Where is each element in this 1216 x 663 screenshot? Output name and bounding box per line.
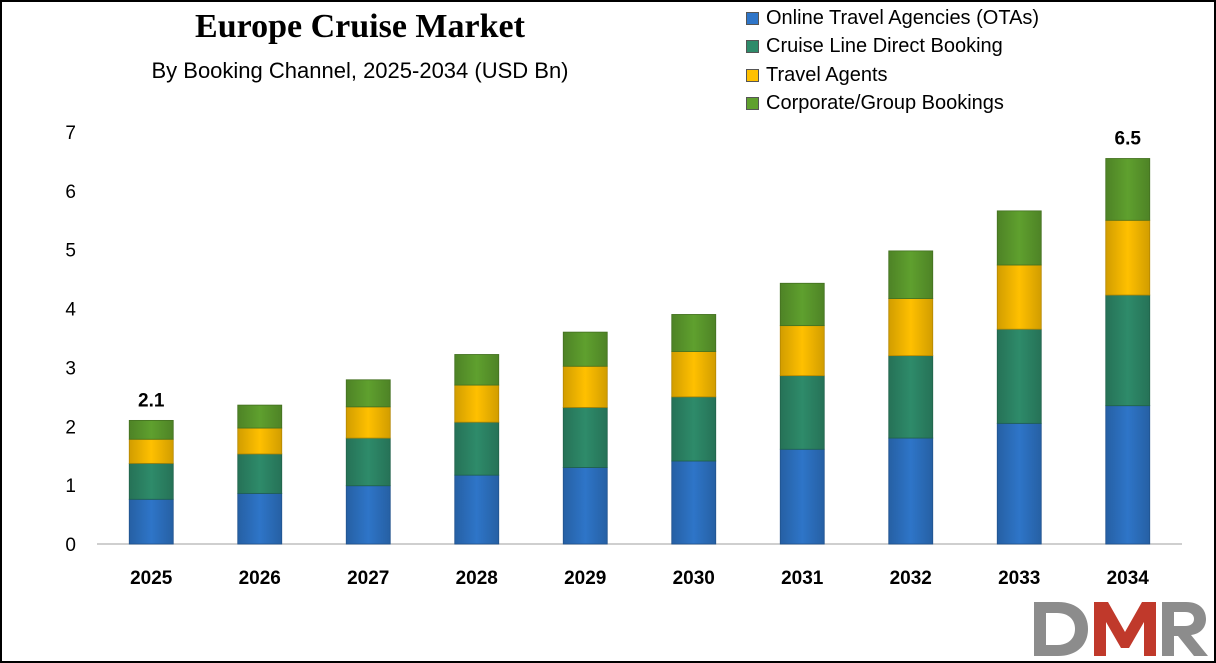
legend-item-otas: Online Travel Agencies (OTAs)	[746, 4, 1039, 33]
bar-segment	[345, 379, 391, 408]
bar-segment	[562, 365, 608, 408]
legend-label-corporate-group: Corporate/Group Bookings	[766, 92, 1004, 115]
bar-segment	[128, 419, 174, 440]
bar-segment	[888, 250, 934, 299]
bar-segment	[671, 314, 717, 352]
x-tick-label: 2033	[998, 568, 1040, 589]
chart-title: Europe Cruise Market	[195, 8, 525, 45]
x-tick-label: 2025	[130, 568, 173, 589]
bar-segment	[562, 407, 608, 468]
y-tick-label: 2	[65, 417, 76, 438]
legend-label-cruise-line-direct: Cruise Line Direct Booking	[766, 35, 1003, 58]
bar-segment	[671, 396, 717, 462]
y-tick-label: 7	[65, 123, 76, 144]
bar-segment	[888, 437, 934, 545]
bar-segment	[454, 474, 500, 545]
legend-label-otas: Online Travel Agencies (OTAs)	[766, 6, 1040, 29]
bar-segment	[562, 331, 608, 367]
bar-segment	[779, 375, 825, 450]
legend-label-travel-agents: Travel Agents	[766, 63, 888, 86]
bar-segment	[237, 427, 283, 455]
bar-segment	[996, 422, 1042, 545]
bar-segment	[996, 210, 1042, 266]
bar-segment	[779, 448, 825, 545]
bar-segment	[888, 298, 934, 357]
legend-item-corporate-group: Corporate/Group Bookings	[746, 90, 1039, 119]
legend-item-cruise-line-direct: Cruise Line Direct Booking	[746, 33, 1039, 62]
x-tick-label: 2034	[1107, 568, 1150, 589]
logo-letter-m	[1094, 602, 1156, 656]
logo-letter-r	[1162, 602, 1208, 656]
legend-swatch-corporate-group	[746, 97, 759, 111]
bar-segment	[996, 328, 1042, 424]
bar-segment	[128, 438, 174, 464]
bar-segment	[454, 421, 500, 476]
dmr-logo	[1034, 602, 1208, 656]
y-tick-label: 6	[65, 182, 76, 203]
bar-segment	[996, 264, 1042, 330]
chart-legend: Online Travel Agencies (OTAs) Cruise Lin…	[746, 4, 1039, 118]
x-tick-label: 2028	[456, 568, 498, 589]
x-tick-label: 2031	[781, 568, 824, 589]
y-tick-label: 1	[65, 476, 76, 497]
bar-segment	[237, 404, 283, 429]
x-tick-label: 2030	[673, 568, 715, 589]
data-label: 2.1	[138, 390, 165, 411]
bar-segment	[779, 325, 825, 377]
bar-segment	[671, 460, 717, 545]
bar-segment	[454, 384, 500, 423]
bar-segment	[1105, 158, 1151, 221]
y-tick-label: 5	[65, 241, 76, 262]
y-tick-label: 4	[65, 300, 76, 321]
bar-segment	[779, 282, 825, 327]
bar-segment	[1105, 405, 1151, 545]
bar-segment	[345, 485, 391, 545]
legend-swatch-cruise-line-direct	[746, 40, 759, 54]
bar-segment	[345, 437, 391, 487]
bar-segment	[345, 406, 391, 439]
x-tick-label: 2029	[564, 568, 606, 589]
logo-letter-d	[1034, 602, 1088, 656]
bar-segment	[671, 351, 717, 398]
bar-segment	[237, 492, 283, 545]
legend-swatch-travel-agents	[746, 68, 759, 82]
legend-swatch-otas	[746, 11, 759, 25]
bar-segment	[888, 355, 934, 439]
data-label: 6.5	[1115, 128, 1142, 149]
y-tick-label: 0	[65, 535, 76, 556]
bar-segment	[237, 453, 283, 494]
chart-subtitle: By Booking Channel, 2025-2034 (USD Bn)	[151, 58, 569, 83]
bar-segment	[128, 498, 174, 545]
y-tick-label: 3	[65, 358, 76, 379]
bar-segment	[128, 462, 174, 500]
legend-item-travel-agents: Travel Agents	[746, 61, 1039, 90]
x-tick-label: 2026	[239, 568, 281, 589]
bar-segment	[562, 467, 608, 545]
x-tick-label: 2027	[347, 568, 389, 589]
x-tick-label: 2032	[890, 568, 932, 589]
bar-segment	[1105, 294, 1151, 407]
bar-segment	[1105, 219, 1151, 296]
bar-segment	[454, 354, 500, 386]
